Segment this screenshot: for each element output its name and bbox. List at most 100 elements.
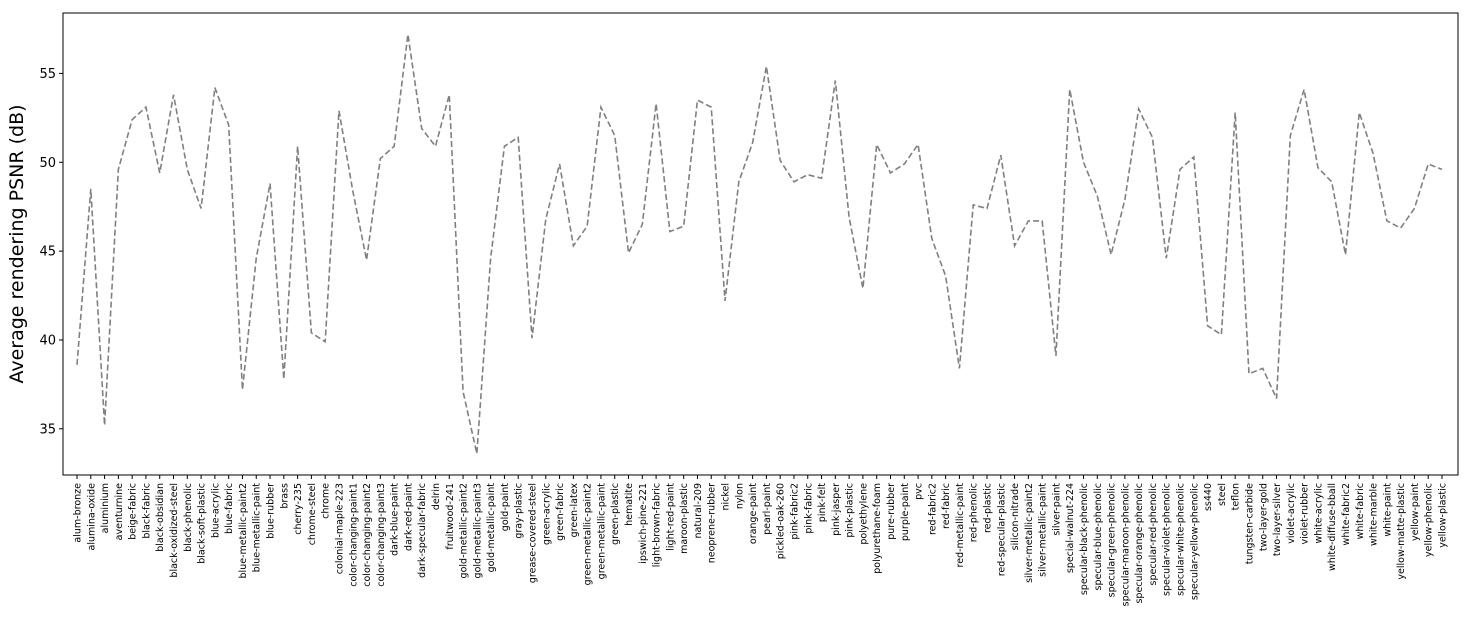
x-tick-label: dark-specular-fabric	[417, 483, 428, 578]
x-tick-label: red-specular-plastic	[996, 483, 1007, 576]
x-tick-label: black-fabric	[141, 483, 152, 539]
x-tick-label: yellow-paint	[1410, 483, 1421, 541]
x-tick-label: gray-plastic	[514, 483, 525, 539]
x-tick-label: yellow-phenolic	[1424, 483, 1435, 557]
x-tick-label: specular-maroon-phenolic	[1120, 483, 1131, 606]
y-tick-label: 45	[39, 245, 56, 260]
x-tick-label: pickled-oak-260	[776, 483, 787, 559]
x-tick-label: color-changing-paint3	[376, 483, 387, 587]
x-tick-label: nickel	[721, 483, 732, 511]
y-axis-label: Average rendering PSNR (dB)	[6, 104, 28, 383]
x-axis: alum-bronze alumina-oxide aluminium aventur…	[73, 475, 1449, 606]
x-tick-label: orange-paint	[748, 483, 759, 544]
x-tick-label: green-fabric	[555, 483, 566, 541]
x-tick-label: white-acrylic	[1313, 483, 1324, 544]
x-tick-label: white-fabric2	[1341, 483, 1352, 545]
x-tick-label: maroon-plastic	[679, 483, 690, 554]
x-tick-label: gold-metallic-paint	[486, 483, 497, 573]
x-tick-label: red-phenolic	[969, 483, 980, 542]
x-tick-label: colonial-maple-223	[334, 483, 345, 574]
x-tick-label: pearl-paint	[762, 483, 773, 535]
x-tick-label: tungsten-carbide	[1244, 483, 1255, 564]
x-tick-label: brass	[279, 483, 290, 509]
x-tick-label: specular-red-phenolic	[1148, 483, 1159, 586]
x-tick-label: specular-violet-phenolic	[1162, 483, 1173, 596]
x-tick-label: aventurnine	[114, 483, 125, 540]
x-tick-label: alum-bronze	[73, 483, 84, 543]
x-tick-label: green-latex	[569, 483, 580, 538]
x-tick-label: black-phenolic	[183, 483, 194, 552]
y-tick-label: 50	[39, 156, 56, 171]
x-tick-label: green-plastic	[610, 483, 621, 545]
x-tick-label: gold-metallic-paint2	[459, 483, 470, 578]
y-tick-label: 55	[39, 67, 56, 82]
x-tick-label: ss440	[1203, 483, 1214, 511]
x-tick-label: black-obsidian	[155, 483, 166, 552]
x-tick-label: grease-covered-steel	[528, 483, 539, 583]
x-tick-label: gold-metallic-paint3	[472, 483, 483, 578]
x-tick-label: delrin	[431, 483, 442, 510]
x-tick-label: pink-plastic	[845, 483, 856, 538]
x-tick-label: specular-black-phenolic	[1079, 483, 1090, 595]
x-tick-label: light-red-paint	[665, 483, 676, 551]
x-tick-label: two-layer-gold	[1258, 483, 1269, 551]
x-tick-label: yellow-matte-plastic	[1396, 483, 1407, 580]
x-tick-label: green-acrylic	[541, 483, 552, 545]
x-tick-label: red-metallic-paint	[955, 483, 966, 568]
x-tick-label: yellow-plastic	[1438, 483, 1449, 548]
x-tick-label: aluminium	[100, 483, 111, 533]
x-tick-label: white-fabric	[1355, 483, 1366, 539]
x-tick-label: teflon	[1231, 483, 1242, 510]
x-tick-label: steel	[1217, 483, 1228, 506]
x-tick-label: silver-paint	[1051, 483, 1062, 536]
x-tick-label: color-changing-paint2	[362, 483, 373, 587]
x-tick-label: silicon-nitrade	[1010, 483, 1021, 550]
x-tick-label: specular-white-phenolic	[1176, 483, 1187, 596]
x-tick-label: alumina-oxide	[86, 483, 97, 551]
x-tick-label: dark-blue-paint	[390, 483, 401, 556]
x-tick-label: color-changing-paint1	[348, 483, 359, 587]
x-tick-label: white-paint	[1382, 483, 1393, 537]
x-tick-label: red-fabric2	[927, 483, 938, 535]
x-tick-label: red-fabric	[941, 483, 952, 529]
x-tick-label: purple-paint	[900, 483, 911, 541]
x-tick-label: dark-red-paint	[403, 483, 414, 551]
x-tick-label: blue-metallic-paint	[252, 483, 263, 573]
x-tick-label: pink-jasper	[831, 483, 842, 536]
x-tick-label: white-diffuse-bball	[1327, 483, 1338, 571]
plot-frame	[62, 12, 1459, 476]
x-tick-label: polyethylene	[858, 483, 869, 545]
y-tick-label: 35	[39, 422, 56, 437]
y-tick-label: 40	[39, 333, 56, 348]
x-tick-label: chrome-steel	[307, 483, 318, 545]
x-tick-label: silver-metallic-paint2	[1024, 483, 1035, 583]
x-tick-label: specular-yellow-phenolic	[1189, 483, 1200, 600]
x-tick-label: hematite	[624, 483, 635, 526]
x-tick-label: light-brown-fabric	[652, 483, 663, 567]
x-tick-label: pink-felt	[817, 483, 828, 522]
x-tick-label: polyurethane-foam	[872, 483, 883, 574]
x-tick-label: white-marble	[1369, 483, 1380, 546]
x-tick-label: special-walnut-224	[1065, 483, 1076, 573]
x-tick-label: green-metallic-paint2	[583, 483, 594, 585]
x-tick-label: natural-209	[693, 483, 704, 539]
x-tick-label: pink-fabric	[803, 483, 814, 534]
x-tick-label: two-layer-silver	[1272, 483, 1283, 556]
x-tick-label: fruitwood-241	[445, 483, 456, 550]
x-tick-label: nylon	[734, 483, 745, 509]
x-tick-label: specular-blue-phenolic	[1093, 483, 1104, 590]
x-tick-label: green-metallic-paint	[596, 483, 607, 580]
y-axis: 35 40 45 50 55	[39, 67, 63, 437]
x-tick-label: blue-rubber	[266, 483, 277, 539]
x-tick-label: red-plastic	[983, 483, 994, 533]
x-tick-label: specular-green-phenolic	[1107, 483, 1118, 597]
x-tick-label: violet-acrylic	[1286, 483, 1297, 544]
x-tick-label: silver-metallic-paint	[1038, 483, 1049, 577]
x-tick-label: black-soft-plastic	[197, 483, 208, 564]
x-tick-label: cherry-235	[293, 483, 304, 535]
x-tick-label: blue-fabric	[224, 483, 235, 534]
x-tick-label: gold-paint	[500, 483, 511, 531]
x-tick-label: ipswich-pine-221	[638, 483, 649, 564]
x-tick-label: pink-fabric2	[789, 483, 800, 540]
